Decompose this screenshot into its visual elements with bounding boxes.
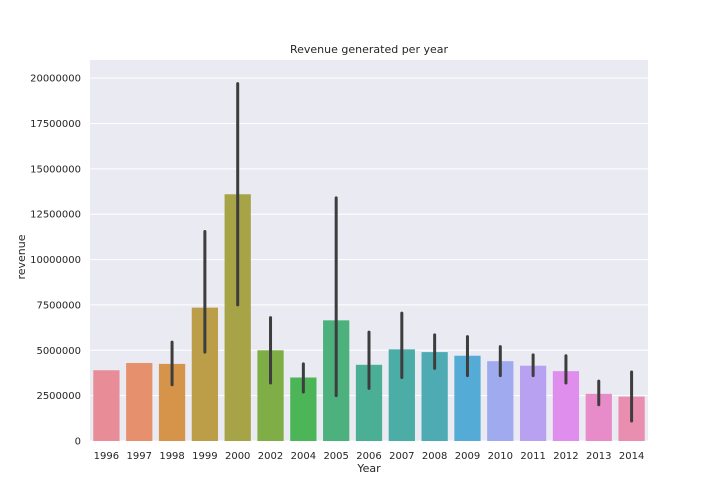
- x-tick-label: 2002: [258, 451, 283, 462]
- x-tick-label: 2005: [323, 451, 348, 462]
- x-tick-label: 2004: [291, 451, 316, 462]
- y-tick-label: 10000000: [30, 255, 81, 266]
- bar-1996: [93, 370, 120, 441]
- y-tick-label: 12500000: [30, 210, 81, 221]
- x-tick-label: 2009: [455, 451, 480, 462]
- x-tick-label: 2007: [389, 451, 414, 462]
- x-tick-label: 2012: [553, 451, 578, 462]
- chart-title: Revenue generated per year: [290, 43, 449, 56]
- bar-2011: [519, 365, 547, 441]
- x-tick-label: 2013: [586, 451, 611, 462]
- y-tick-labels: 0 2500000 5000000 7500000 10000000 12500000 15…: [30, 74, 81, 448]
- x-tick-label: 1998: [159, 451, 184, 462]
- x-tick-label: 2011: [520, 451, 545, 462]
- x-tick-label: 2008: [422, 451, 447, 462]
- x-tick-label: 2010: [488, 451, 513, 462]
- bar-1997: [126, 362, 153, 441]
- y-tick-label: 0: [75, 437, 81, 448]
- x-tick-label: 2006: [356, 451, 381, 462]
- x-tick-label: 2014: [619, 451, 644, 462]
- bars: [93, 194, 645, 441]
- x-tick-label: 1999: [192, 451, 217, 462]
- x-axis-label: Year: [356, 462, 381, 475]
- y-axis-label: revenue: [15, 234, 28, 279]
- error-bars: [170, 82, 634, 423]
- x-tick-label: 2000: [225, 451, 250, 462]
- y-tick-label: 15000000: [30, 164, 81, 175]
- x-tick-label: 1997: [127, 451, 152, 462]
- y-tick-label: 5000000: [36, 346, 81, 357]
- y-tick-label: 7500000: [36, 300, 81, 311]
- y-tick-label: 2500000: [36, 391, 81, 402]
- y-tick-label: 17500000: [30, 119, 81, 130]
- x-tick-label: 1996: [94, 451, 119, 462]
- y-tick-label: 20000000: [30, 74, 81, 85]
- x-tick-labels: 1996 1997 1998 1999 2000 2002 2004 2005 2006 2007…: [94, 451, 645, 462]
